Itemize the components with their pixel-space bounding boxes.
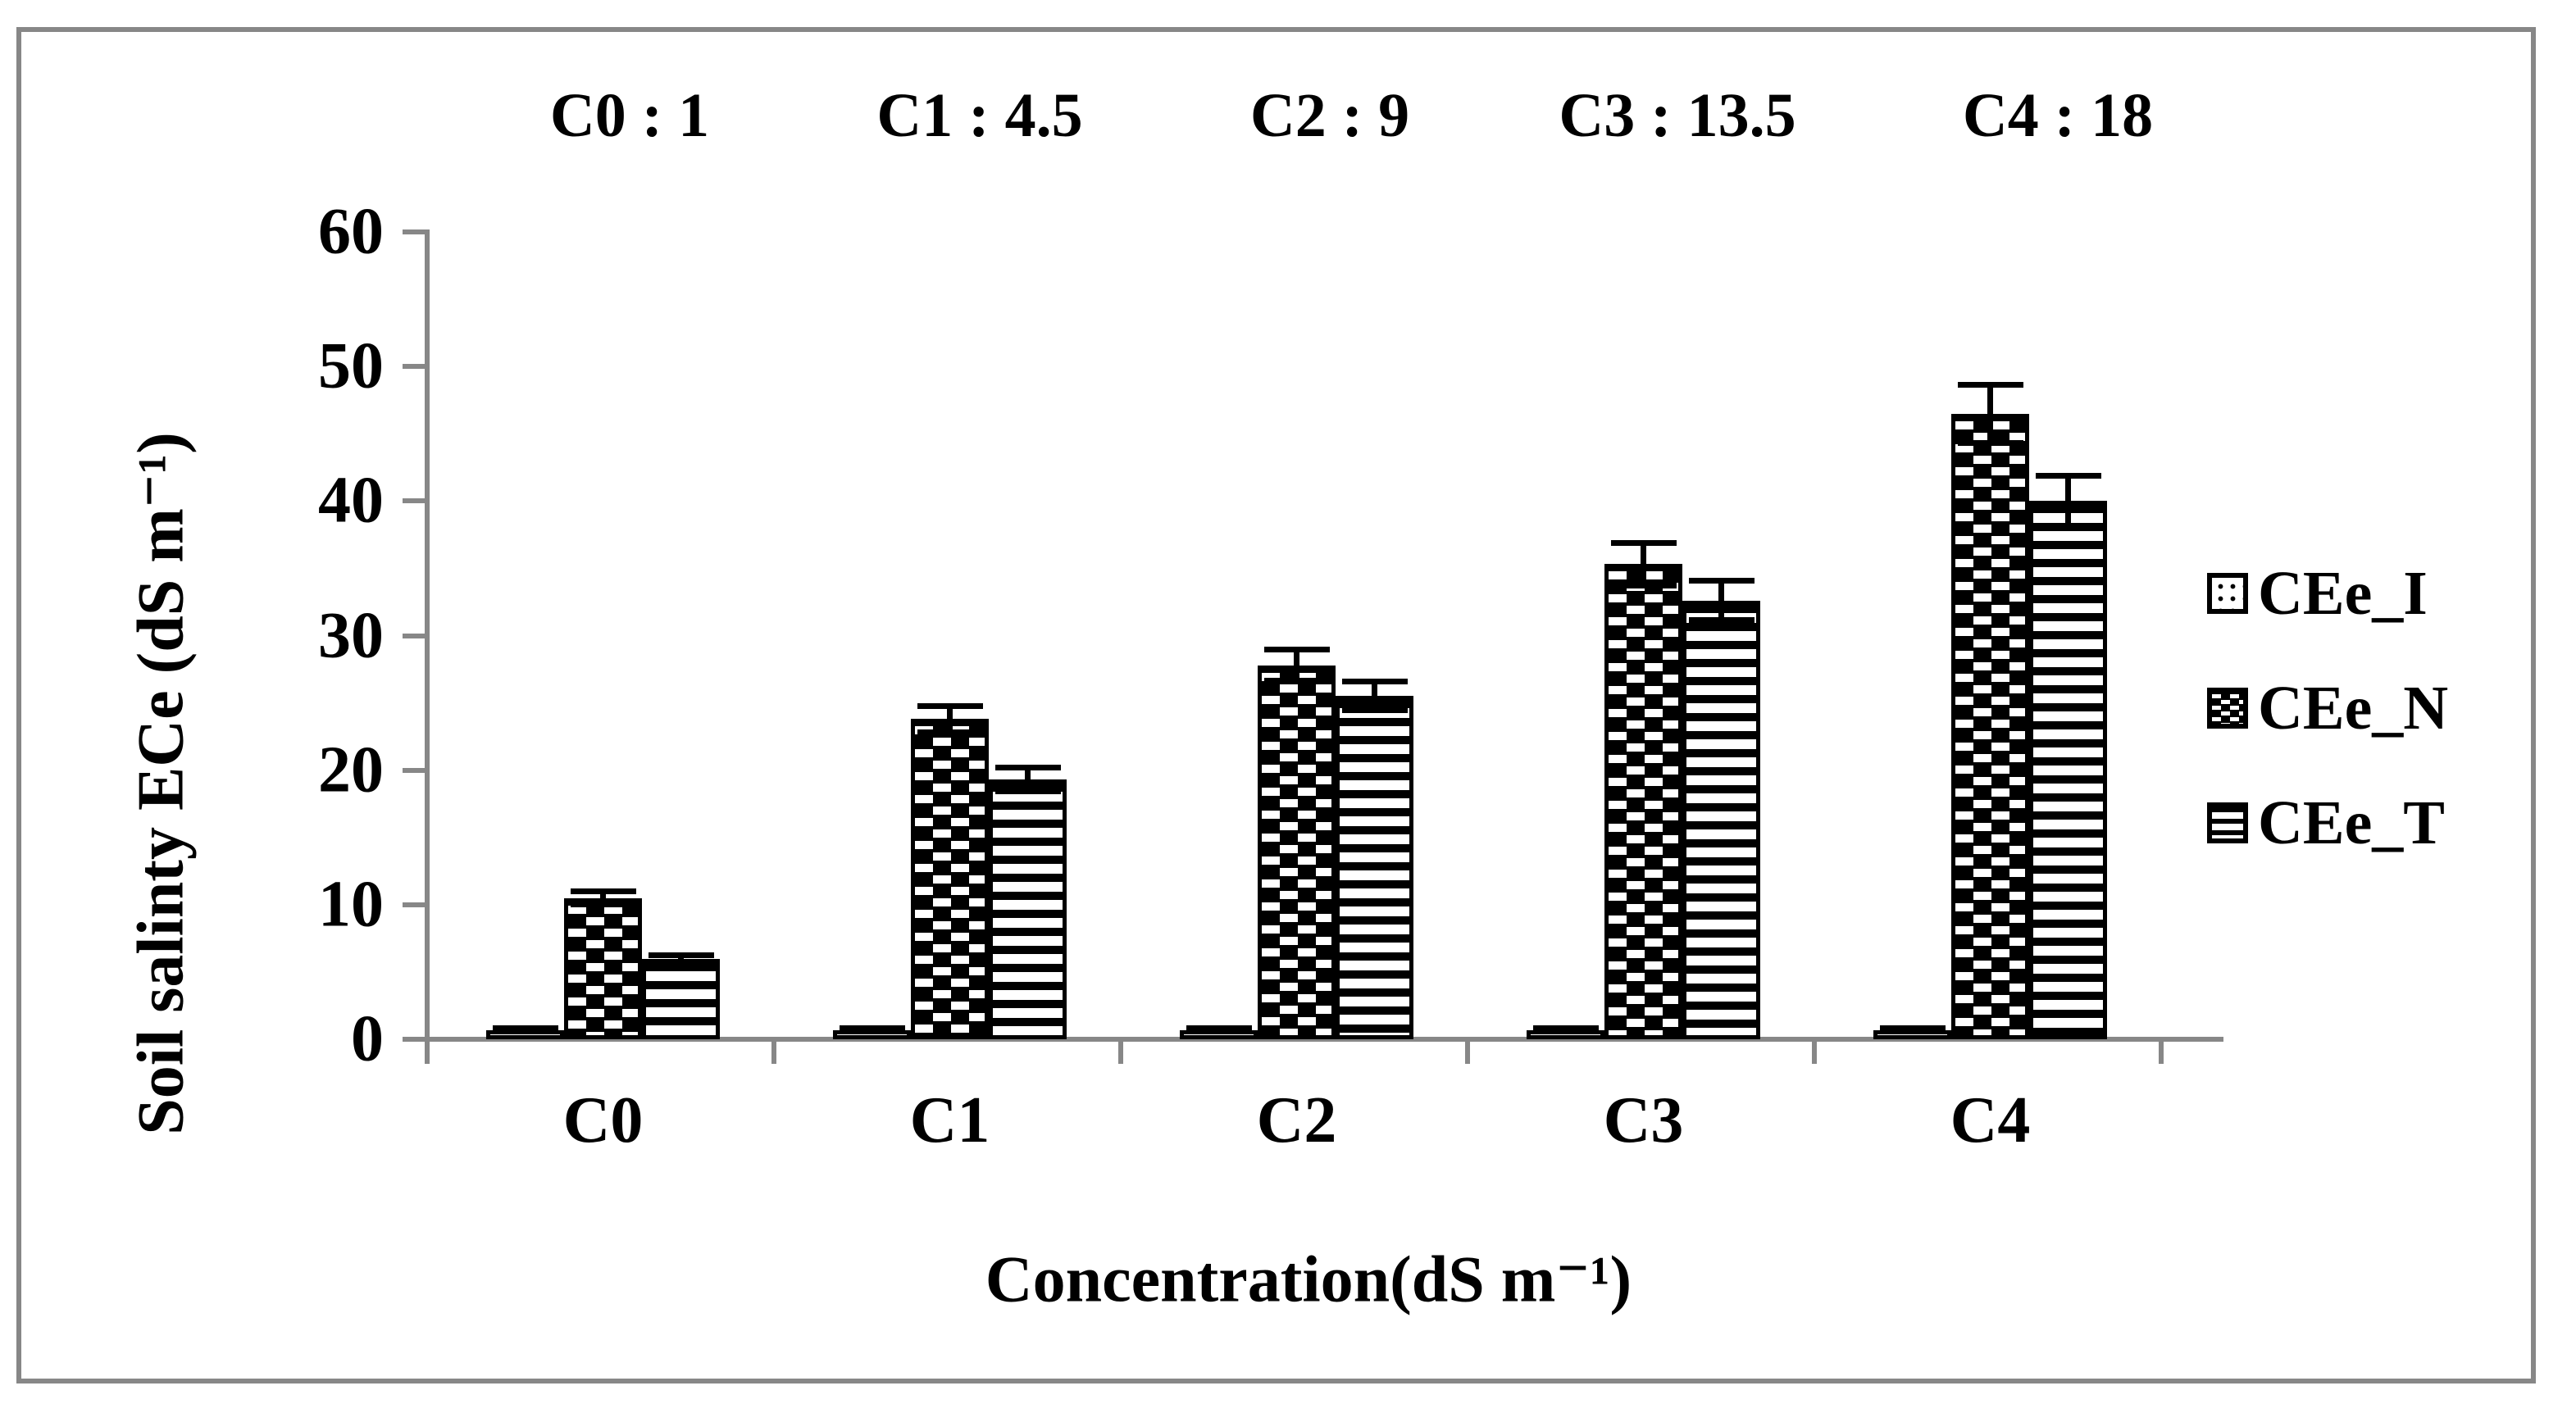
- y-tick: [403, 229, 425, 234]
- bar-CEe_T-C4: [2029, 501, 2107, 1039]
- error-cap-top-CEe_T-C3: [1688, 578, 1755, 584]
- y-axis-title: Soil salinty ECe (dS m⁻¹): [125, 432, 198, 1135]
- error-cap-top-CEe_I-C2: [1186, 1025, 1252, 1032]
- x-tick: [1465, 1039, 1470, 1064]
- bar-CEe_T-C2: [1336, 696, 1413, 1039]
- error-bar-CEe_N-C1: [947, 705, 953, 733]
- annotation-C2: C2 : 9: [1249, 81, 1410, 150]
- error-cap-top-CEe_I-C0: [492, 1025, 558, 1032]
- x-category-label-C3: C3: [1603, 1084, 1684, 1156]
- legend-label-CEe_N: CEe_N: [2258, 674, 2449, 743]
- error-cap-top-CEe_N-C1: [917, 702, 983, 709]
- error-cap-bottom-CEe_N-C4: [1957, 439, 2023, 446]
- annotation-C3: C3 : 13.5: [1559, 81, 1796, 150]
- error-cap-top-CEe_T-C2: [1341, 679, 1408, 685]
- y-tick-label: 0: [351, 1002, 384, 1075]
- legend-marker-CEe_I-icon: [2207, 573, 2248, 614]
- error-bar-CEe_T-C4: [2065, 475, 2071, 527]
- error-bar-CEe_T-C2: [1372, 681, 1377, 711]
- x-category-label-C1: C1: [909, 1084, 990, 1156]
- error-bar-CEe_T-C3: [1718, 580, 1724, 621]
- error-cap-bottom-CEe_I-C4: [1879, 1028, 1946, 1034]
- error-cap-bottom-CEe_N-C1: [917, 729, 983, 735]
- x-tick: [2159, 1039, 2164, 1064]
- error-bar-CEe_T-C0: [678, 954, 684, 963]
- error-cap-bottom-CEe_I-C2: [1186, 1028, 1252, 1034]
- error-cap-bottom-CEe_T-C3: [1688, 617, 1755, 624]
- error-cap-bottom-CEe_N-C2: [1263, 678, 1330, 684]
- error-cap-top-CEe_N-C2: [1263, 646, 1330, 652]
- y-tick: [403, 498, 425, 504]
- y-tick: [403, 1037, 425, 1042]
- error-bar-CEe_T-C1: [1025, 767, 1031, 792]
- x-category-label-C2: C2: [1256, 1084, 1337, 1156]
- y-tick-label: 10: [318, 868, 384, 941]
- bar-CEe_T-C1: [989, 779, 1067, 1039]
- error-cap-top-CEe_N-C4: [1957, 381, 2023, 388]
- error-bar-CEe_N-C3: [1641, 543, 1646, 586]
- y-tick-label: 50: [318, 329, 384, 402]
- x-category-label-C4: C4: [1950, 1084, 2031, 1156]
- x-tick: [1118, 1039, 1123, 1064]
- legend-item-CEe_N: CEe_N: [2207, 677, 2448, 739]
- bar-CEe_N-C4: [1951, 413, 2029, 1039]
- y-tick-label: 20: [318, 734, 384, 806]
- x-tick: [425, 1039, 430, 1064]
- y-tick-label: 30: [318, 599, 384, 671]
- error-cap-top-CEe_N-C0: [570, 888, 636, 895]
- error-cap-top-CEe_I-C1: [839, 1025, 905, 1032]
- x-axis-title: Concentration(dS m⁻¹): [985, 1243, 1632, 1316]
- error-cap-top-CEe_N-C3: [1610, 540, 1677, 547]
- error-cap-bottom-CEe_T-C1: [994, 788, 1061, 794]
- chart-border: [16, 27, 2536, 1383]
- error-cap-bottom-CEe_I-C1: [839, 1028, 905, 1034]
- error-bar-CEe_N-C4: [1987, 384, 1993, 443]
- error-cap-bottom-CEe_N-C0: [570, 901, 636, 907]
- error-cap-top-CEe_T-C0: [648, 952, 714, 958]
- error-bar-CEe_N-C0: [600, 891, 606, 905]
- bar-CEe_N-C1: [911, 719, 989, 1039]
- annotation-C4: C4 : 18: [1962, 81, 2154, 150]
- legend-item-CEe_I: CEe_I: [2207, 562, 2428, 625]
- y-tick: [403, 633, 425, 638]
- error-cap-bottom-CEe_N-C3: [1610, 582, 1677, 588]
- error-cap-top-CEe_T-C4: [2035, 473, 2101, 479]
- error-cap-bottom-CEe_I-C3: [1532, 1028, 1599, 1034]
- y-tick-label: 40: [318, 464, 384, 537]
- error-cap-top-CEe_I-C3: [1532, 1025, 1599, 1032]
- x-axis-line: [407, 1037, 2223, 1042]
- bar-CEe_N-C0: [564, 897, 642, 1039]
- y-tick: [403, 767, 425, 773]
- x-category-label-C0: C0: [562, 1084, 644, 1156]
- bar-CEe_T-C3: [1682, 600, 1760, 1039]
- annotation-C1: C1 : 4.5: [876, 81, 1083, 150]
- error-cap-top-CEe_T-C1: [994, 765, 1061, 771]
- legend-item-CEe_T: CEe_T: [2207, 792, 2445, 854]
- y-tick-label: 60: [318, 195, 384, 268]
- y-axis-line: [425, 229, 430, 1042]
- bar-CEe_T-C0: [642, 958, 720, 1039]
- legend-label-CEe_I: CEe_I: [2258, 559, 2428, 628]
- error-cap-bottom-CEe_T-C2: [1341, 707, 1408, 714]
- bar-CEe_N-C2: [1258, 665, 1336, 1039]
- legend-label-CEe_T: CEe_T: [2258, 788, 2445, 857]
- y-tick: [403, 364, 425, 370]
- error-cap-top-CEe_I-C4: [1879, 1025, 1946, 1032]
- legend-marker-CEe_T-icon: [2207, 802, 2248, 843]
- error-cap-bottom-CEe_I-C0: [492, 1028, 558, 1034]
- legend-marker-CEe_N-icon: [2207, 688, 2248, 729]
- x-tick: [771, 1039, 776, 1064]
- y-tick: [403, 902, 425, 907]
- error-cap-bottom-CEe_T-C4: [2035, 523, 2101, 529]
- error-cap-bottom-CEe_T-C0: [648, 959, 714, 965]
- annotation-C0: C0 : 1: [549, 81, 710, 150]
- x-tick: [1812, 1039, 1817, 1064]
- bar-CEe_N-C3: [1604, 564, 1682, 1039]
- error-bar-CEe_N-C2: [1294, 648, 1299, 682]
